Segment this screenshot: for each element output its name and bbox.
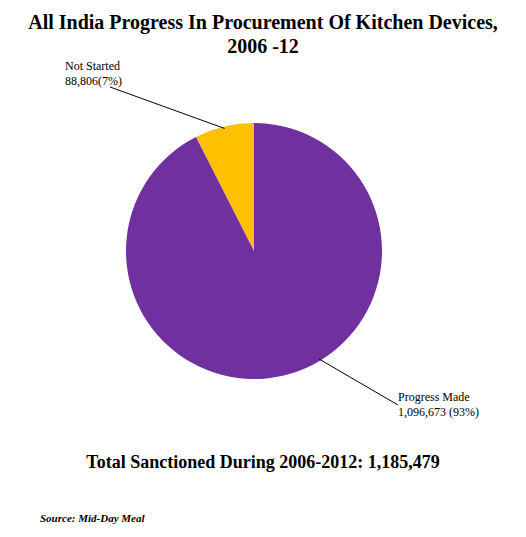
slice-label: Progress Made	[398, 390, 470, 404]
data-label: 1,096,673 (93%)	[398, 405, 479, 419]
annotation: Total Sanctioned During 2006-2012: 1,185…	[86, 452, 439, 472]
chart: Not Started88,806(7%) Progress Made1,096,…	[0, 0, 526, 537]
leader-line	[319, 359, 398, 405]
title: All India Progress In Procurement Of Kit…	[23, 10, 503, 58]
pie-slice	[126, 123, 382, 379]
leader-line	[110, 87, 225, 128]
slice-label: Not Started	[65, 59, 120, 73]
pie	[126, 123, 382, 379]
data-label: 88,806(7%)	[65, 74, 122, 88]
source: Source: Mid-Day Meal	[40, 512, 145, 524]
